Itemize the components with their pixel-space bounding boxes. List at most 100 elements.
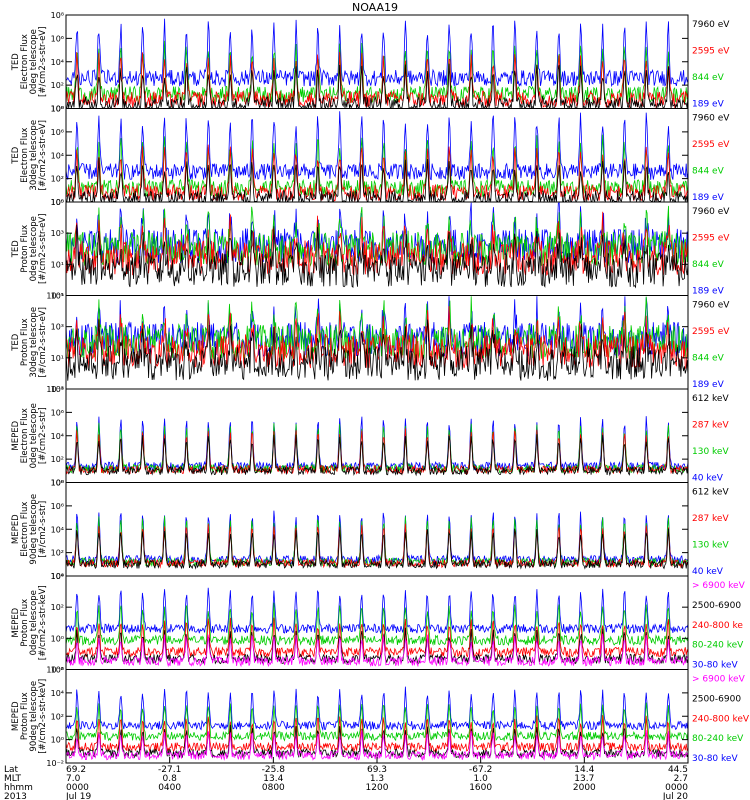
x-tick-label-lat: -25.8 [262,765,286,775]
legend-entry: 189 eV [692,380,725,390]
y-tick-label: 10³ [51,229,64,238]
series-line-panel5-1 [65,434,689,477]
legend-entry: 2500-6900 [692,601,741,611]
legend-entry: 130 keV [692,447,729,457]
series-line-panel2-3 [65,134,689,198]
y-tick-label: 10⁰ [51,479,64,488]
series-line-panel7-5 [65,587,689,635]
chart-title: NOAA19 [352,1,398,14]
x-row-label: Lat [4,765,19,775]
y-tick-label: 10⁵ [51,292,64,301]
y-tick-label: 10⁴ [51,432,64,441]
series-line-panel4-1 [65,319,689,381]
x-tick-label-hhmm: 0400 [158,783,181,793]
y-tick-label: 10⁶ [51,408,64,417]
series-line-panel2-4 [65,111,689,181]
y-axis-label: MEPEDElectron Flux0deg telescope[#/cm2-s… [11,403,48,468]
legend-entry: 40 keV [692,567,724,577]
x-tick-label-mlt: 0.8 [163,774,178,784]
legend-entry: 844 eV [692,354,725,364]
series-line-panel1-2 [65,51,689,109]
x-tick-label-mlt: 1.0 [474,774,489,784]
y-tick-label: 10⁶ [51,502,64,511]
legend-entry: 80-240 keV [692,641,744,651]
y-tick-label: 10⁰ [51,572,64,581]
y-tick-label: 10⁰ [51,634,64,643]
y-tick-label: 10² [51,175,64,184]
y-tick-label: 10⁻² [46,666,64,675]
x-tick-label-lat: 69.2 [66,765,86,775]
y-axis-label: TEDElectron Flux0deg telescope[#/cm2-s-s… [11,27,48,97]
x-tick-label-hhmm: 0000 [66,783,89,793]
series-line-panel7-3 [65,617,689,658]
y-tick-label: 10⁸ [51,385,64,394]
series-line-panel8-4 [66,702,689,742]
legend-entry: 287 keV [692,421,729,431]
legend-entry: 844 eV [692,73,725,83]
legend-entry: 7960 eV [692,20,730,30]
legend-entry: 2595 eV [692,47,730,57]
series-line-panel3-1 [65,224,689,289]
series-line-panel2-2 [65,144,689,203]
legend-entry: 612 keV [692,394,729,404]
y-axis-label: MEPEDProton Flux0deg telescope[#/cm2-s-s… [11,585,48,660]
legend-entry: 2595 eV [692,234,730,244]
legend-entry: 612 keV [692,488,729,498]
legend-entry: 7960 eV [692,114,730,124]
y-tick-label: 10⁴ [51,58,64,67]
x-tick-label-lat: -27.1 [158,765,181,775]
y-tick-label: 10⁰ [51,105,64,114]
legend-entry: 7960 eV [692,301,730,311]
legend-entry: > 6900 keV [692,675,746,685]
y-tick-label: 10² [51,603,64,612]
legend-entry: > 6900 keV [692,581,746,591]
legend-entry: 844 eV [692,167,725,177]
x-tick-label-lat: -67.2 [469,765,492,775]
y-tick-label: 10¹ [51,260,64,269]
x-tick-label-hhmm: 0000 [665,783,688,793]
series-line-panel8-3 [65,715,689,753]
y-axis-label: MEPEDElectron Flux90deg telescope[#/cm2-… [11,494,48,565]
series-line-panel6-2 [65,523,689,569]
series-line-panel1-3 [65,40,689,104]
legend-entry: 189 eV [692,100,725,110]
y-axis-label: TEDProton Flux0deg telescope[#/cm2-s-str… [11,214,48,284]
y-tick-label: 10⁶ [51,666,64,675]
legend-entry: 40 keV [692,474,724,484]
x-row-label: 2013 [4,792,27,800]
x-tick-label-date: Jul 20 [662,792,688,800]
x-tick-label-mlt: 13.4 [263,774,283,784]
y-tick-label: 10⁸ [51,11,64,20]
legend-entry: 7960 eV [692,207,730,217]
x-tick-label-hhmm: 1600 [469,783,492,793]
y-tick-label: 10⁰ [51,198,64,207]
legend-entry: 80-240 keV [692,734,744,744]
series-line-panel8-5 [65,686,689,732]
x-tick-label-mlt: 2.7 [674,774,688,784]
series-line-panel1-1 [66,63,689,110]
y-tick-label: 10⁴ [51,525,64,534]
y-tick-label: 10² [51,81,64,90]
series-line-panel6-1 [65,528,689,570]
legend-entry: 240-800 keV [692,714,750,724]
legend-entry: 287 keV [692,514,729,524]
legend-entry: 2595 eV [692,140,730,150]
y-tick-label: 10⁸ [51,479,64,488]
series-line-panel7-1 [65,633,689,668]
x-row-label: MLT [4,774,22,784]
legend-entry: 30-80 keV [692,754,738,764]
x-tick-label-lat: 69.3 [367,765,387,775]
series-line-panel2-1 [66,158,689,203]
x-tick-label-lat: 44.5 [668,765,688,775]
y-tick-label: 10⁻² [46,759,64,768]
series-line-panel1-4 [65,18,689,88]
x-row-label: hhmm [4,783,33,793]
